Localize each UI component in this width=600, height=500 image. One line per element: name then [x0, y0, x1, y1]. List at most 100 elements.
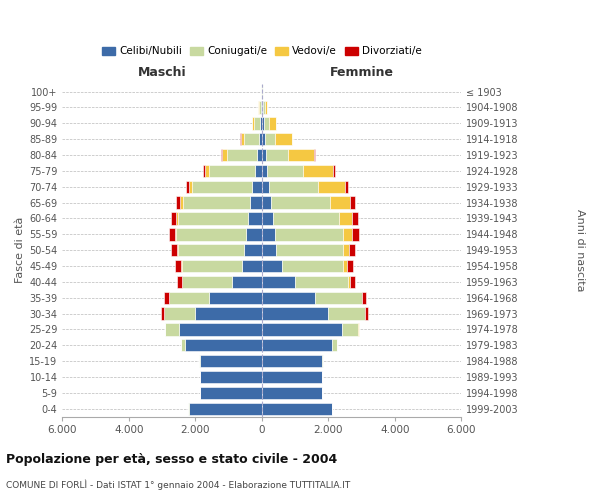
Bar — [332, 339, 337, 351]
Bar — [176, 196, 181, 209]
Bar — [262, 260, 282, 272]
Bar — [352, 212, 358, 224]
Bar — [255, 164, 262, 177]
Bar — [271, 196, 331, 209]
Bar — [250, 196, 262, 209]
Bar — [177, 244, 178, 256]
Bar — [209, 164, 255, 177]
Bar — [328, 308, 365, 320]
Bar — [269, 180, 319, 193]
Bar — [262, 180, 269, 193]
Bar — [241, 133, 244, 145]
Bar — [275, 228, 343, 240]
Bar — [269, 117, 275, 130]
Bar — [164, 308, 196, 320]
Text: Popolazione per età, sesso e stato civile - 2004: Popolazione per età, sesso e stato civil… — [6, 452, 337, 466]
Bar — [352, 228, 359, 240]
Bar — [349, 244, 355, 256]
Bar — [178, 244, 244, 256]
Bar — [222, 149, 227, 161]
Bar — [349, 276, 350, 288]
Bar — [262, 292, 315, 304]
Bar — [244, 244, 262, 256]
Bar — [182, 276, 232, 288]
Bar — [169, 292, 209, 304]
Bar — [171, 244, 177, 256]
Bar — [319, 180, 345, 193]
Bar — [259, 102, 261, 114]
Bar — [169, 228, 175, 240]
Bar — [295, 276, 349, 288]
Bar — [267, 164, 304, 177]
Bar — [262, 276, 295, 288]
Bar — [345, 180, 349, 193]
Bar — [181, 339, 185, 351]
Text: COMUNE DI FORLÌ - Dati ISTAT 1° gennaio 2004 - Elaborazione TUTTITALIA.IT: COMUNE DI FORLÌ - Dati ISTAT 1° gennaio … — [6, 479, 350, 490]
Bar — [262, 355, 322, 368]
Bar — [343, 244, 349, 256]
Bar — [172, 212, 176, 224]
Bar — [227, 149, 257, 161]
Bar — [200, 355, 262, 368]
Bar — [186, 180, 189, 193]
Bar — [232, 276, 262, 288]
Bar — [164, 324, 166, 336]
Bar — [199, 355, 200, 368]
Bar — [262, 402, 332, 415]
Bar — [221, 149, 222, 161]
Bar — [347, 260, 353, 272]
Bar — [272, 212, 339, 224]
Bar — [196, 308, 262, 320]
Bar — [179, 324, 262, 336]
Bar — [261, 102, 262, 114]
Bar — [276, 244, 343, 256]
Bar — [263, 102, 265, 114]
Bar — [257, 149, 262, 161]
Bar — [350, 276, 355, 288]
Bar — [242, 260, 262, 272]
Bar — [246, 228, 262, 240]
Bar — [178, 212, 248, 224]
Bar — [200, 386, 262, 399]
Bar — [342, 324, 358, 336]
Bar — [176, 212, 178, 224]
Bar — [200, 371, 262, 383]
Legend: Celibi/Nubili, Coniugati/e, Vedovi/e, Divorziati/e: Celibi/Nubili, Coniugati/e, Vedovi/e, Di… — [98, 42, 425, 60]
Bar — [258, 102, 259, 114]
Bar — [177, 276, 182, 288]
Bar — [189, 180, 192, 193]
Bar — [189, 402, 262, 415]
Bar — [205, 164, 209, 177]
Y-axis label: Anni di nascita: Anni di nascita — [575, 209, 585, 292]
Bar — [343, 228, 352, 240]
Bar — [322, 355, 323, 368]
Bar — [343, 260, 347, 272]
Bar — [287, 149, 314, 161]
Bar — [314, 149, 315, 161]
Bar — [262, 244, 276, 256]
Bar — [262, 308, 328, 320]
Bar — [175, 260, 181, 272]
Bar — [192, 180, 252, 193]
Bar — [262, 339, 332, 351]
Bar — [260, 117, 262, 130]
Bar — [248, 212, 262, 224]
Bar — [185, 339, 262, 351]
Bar — [262, 324, 342, 336]
Bar — [181, 196, 183, 209]
Bar — [262, 133, 265, 145]
Bar — [275, 133, 292, 145]
Bar — [350, 196, 355, 209]
Text: Maschi: Maschi — [138, 66, 187, 79]
Bar — [365, 308, 368, 320]
Bar — [262, 212, 272, 224]
Bar — [262, 164, 267, 177]
Bar — [262, 149, 266, 161]
Bar — [254, 117, 260, 130]
Bar — [262, 228, 275, 240]
Text: Femmine: Femmine — [329, 66, 394, 79]
Bar — [334, 164, 335, 177]
Bar — [262, 196, 271, 209]
Bar — [244, 133, 259, 145]
Bar — [183, 196, 250, 209]
